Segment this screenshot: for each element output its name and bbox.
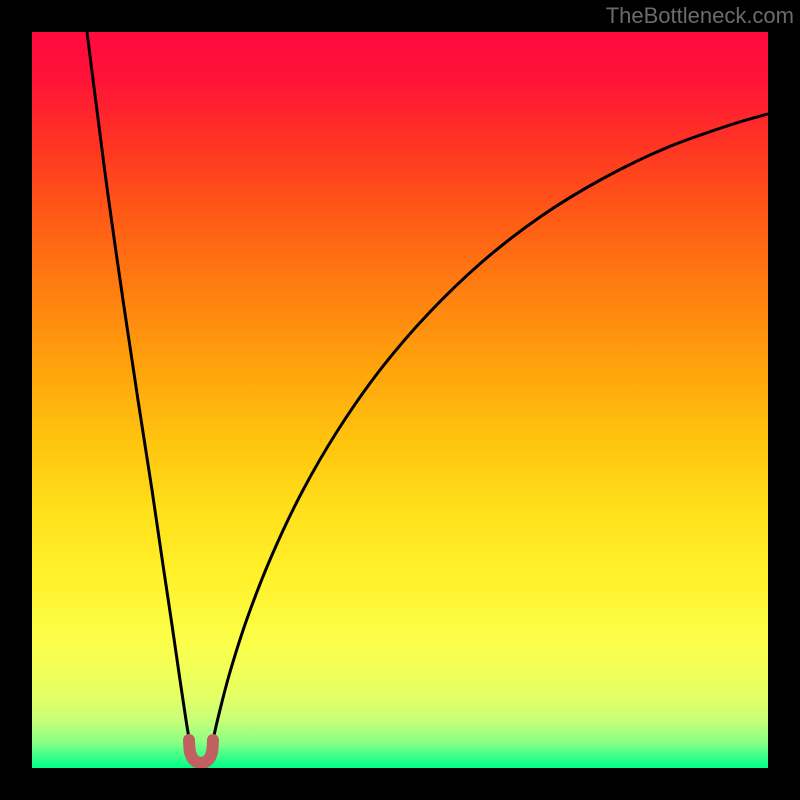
watermark-text: TheBottleneck.com	[606, 3, 794, 29]
chart-root: TheBottleneck.com	[0, 0, 800, 800]
plot-svg	[0, 0, 800, 800]
gradient-background	[32, 32, 768, 768]
